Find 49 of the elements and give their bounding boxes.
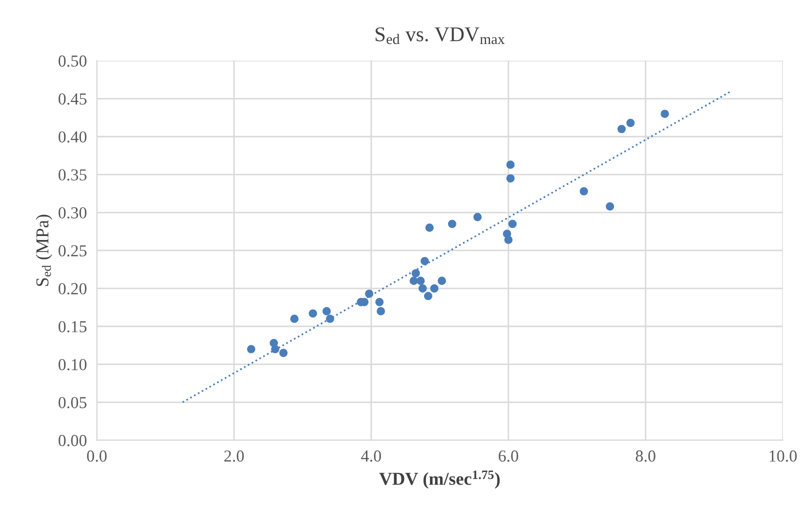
- point: [271, 344, 280, 354]
- point: [506, 160, 515, 169]
- y-tick-label: 0.00: [58, 434, 86, 446]
- point: [617, 124, 626, 134]
- point: [508, 220, 517, 228]
- x-tick-label: 8.0: [636, 450, 656, 462]
- point: [376, 307, 385, 316]
- y-tick-label: 0.25: [58, 245, 86, 256]
- point: [290, 314, 299, 323]
- x-axis-title: VDV (m/sec$^{1.75}$): [379, 470, 500, 489]
- y-tick-label: 0.10: [58, 359, 86, 370]
- y-tick-label: 0.45: [58, 93, 86, 105]
- point: [430, 284, 438, 293]
- x-tick-label: 0.0: [87, 450, 107, 462]
- point: [580, 187, 588, 196]
- point: [606, 202, 614, 211]
- point: [438, 276, 446, 285]
- point: [375, 298, 384, 306]
- point: [279, 348, 288, 358]
- point: [448, 220, 456, 228]
- point: [626, 118, 635, 128]
- point: [506, 174, 515, 183]
- point: [660, 110, 669, 118]
- y-tick-label: 0.40: [58, 131, 86, 143]
- point: [473, 212, 482, 222]
- point: [412, 269, 420, 278]
- x-tick-label: 2.0: [224, 450, 244, 462]
- point: [424, 292, 432, 300]
- point: [365, 290, 374, 298]
- y-axis-title: S$_{ed}$ (MPa): [36, 214, 52, 286]
- point: [416, 276, 425, 285]
- x-tick-label: 4.0: [361, 450, 381, 462]
- y-tick-label: 0.30: [58, 207, 86, 219]
- chart-title: S$_{ed}$ vs. VDV$_{max}$: [376, 27, 505, 44]
- point: [420, 256, 429, 266]
- y-tick-label: 0.05: [58, 396, 86, 408]
- y-tick-label: 0.15: [58, 321, 86, 332]
- x-tick-label: 10.0: [770, 450, 797, 462]
- point: [326, 314, 334, 323]
- point: [247, 344, 256, 354]
- point: [418, 284, 427, 293]
- point: [504, 236, 513, 244]
- point: [322, 307, 331, 316]
- point: [425, 224, 434, 232]
- y-tick-label: 0.50: [58, 55, 86, 67]
- y-tick-label: 0.20: [58, 283, 86, 294]
- y-tick-label: 0.35: [58, 169, 86, 181]
- x-tick-label: 6.0: [498, 450, 518, 462]
- point: [308, 309, 318, 318]
